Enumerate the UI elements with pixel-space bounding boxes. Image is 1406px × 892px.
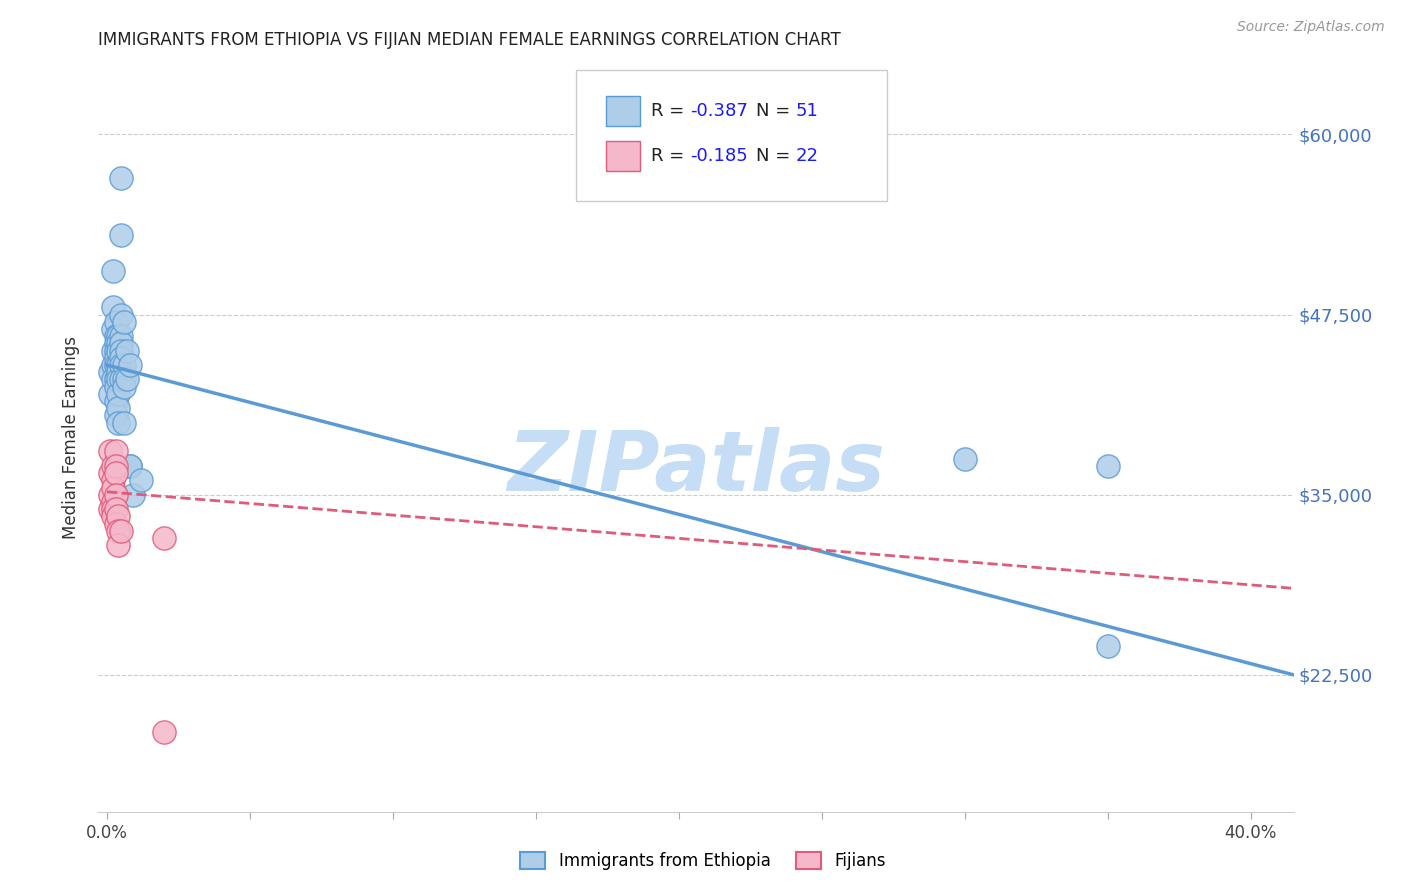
Point [104, 516, 127, 531]
Text: IMMIGRANTS FROM ETHIOPIA VS FIJIAN MEDIAN FEMALE EARNINGS CORRELATION CHART: IMMIGRANTS FROM ETHIOPIA VS FIJIAN MEDIA… [98, 31, 841, 49]
Text: Source: ZipAtlas.com: Source: ZipAtlas.com [1237, 20, 1385, 34]
Text: 22: 22 [796, 147, 818, 165]
Point [98, 365, 121, 379]
Text: -0.387: -0.387 [690, 103, 748, 120]
Point [1097, 639, 1119, 653]
Point [101, 301, 124, 315]
Point [107, 387, 129, 401]
Point [110, 228, 132, 243]
Text: 51: 51 [796, 103, 818, 120]
Point [104, 351, 127, 365]
Point [101, 358, 124, 372]
Point [104, 409, 127, 423]
Point [104, 343, 127, 358]
Point [107, 336, 129, 351]
Point [101, 495, 124, 509]
Point [110, 308, 132, 322]
Point [110, 170, 132, 185]
Point [107, 343, 129, 358]
Point [107, 365, 129, 379]
Point [110, 358, 132, 372]
Point [98, 488, 121, 502]
Point [110, 351, 132, 365]
Point [101, 264, 124, 278]
FancyBboxPatch shape [606, 96, 640, 126]
Point [153, 531, 176, 545]
Point [112, 315, 135, 329]
Point [110, 372, 132, 386]
Point [115, 372, 138, 386]
Point [110, 343, 132, 358]
Point [153, 725, 176, 739]
Point [104, 488, 127, 502]
Text: R =: R = [651, 147, 689, 165]
Point [98, 466, 121, 480]
Point [104, 458, 127, 473]
Point [104, 444, 127, 458]
Point [107, 372, 129, 386]
Point [101, 343, 124, 358]
Point [104, 329, 127, 343]
Point [118, 458, 141, 473]
Point [98, 502, 121, 516]
Point [104, 394, 127, 409]
Point [101, 322, 124, 336]
Point [107, 538, 129, 552]
FancyBboxPatch shape [576, 70, 887, 201]
Point [112, 379, 135, 393]
Point [107, 329, 129, 343]
Point [110, 329, 132, 343]
FancyBboxPatch shape [606, 141, 640, 171]
Point [101, 509, 124, 524]
Point [107, 524, 129, 538]
Legend: Immigrants from Ethiopia, Fijians: Immigrants from Ethiopia, Fijians [513, 845, 893, 877]
Point [107, 509, 129, 524]
Point [110, 524, 132, 538]
Point [98, 444, 121, 458]
Text: R =: R = [651, 103, 689, 120]
Y-axis label: Median Female Earnings: Median Female Earnings [62, 335, 80, 539]
Point [118, 458, 141, 473]
Point [110, 336, 132, 351]
Text: N =: N = [756, 147, 796, 165]
Point [104, 372, 127, 386]
Point [104, 336, 127, 351]
Text: N =: N = [756, 103, 796, 120]
Point [101, 458, 124, 473]
Point [104, 358, 127, 372]
Point [98, 387, 121, 401]
Point [104, 315, 127, 329]
Point [112, 416, 135, 430]
Point [107, 416, 129, 430]
Point [104, 379, 127, 393]
Point [953, 451, 976, 466]
Point [101, 502, 124, 516]
Point [107, 401, 129, 416]
Text: ZIPatlas: ZIPatlas [508, 426, 884, 508]
Point [104, 466, 127, 480]
Point [121, 488, 143, 502]
Point [118, 358, 141, 372]
Point [101, 473, 124, 487]
Point [115, 343, 138, 358]
Point [101, 481, 124, 495]
Point [107, 358, 129, 372]
Point [104, 502, 127, 516]
Point [112, 358, 135, 372]
Point [101, 372, 124, 386]
Text: -0.185: -0.185 [690, 147, 748, 165]
Point [1097, 458, 1119, 473]
Point [112, 372, 135, 386]
Point [131, 473, 153, 487]
